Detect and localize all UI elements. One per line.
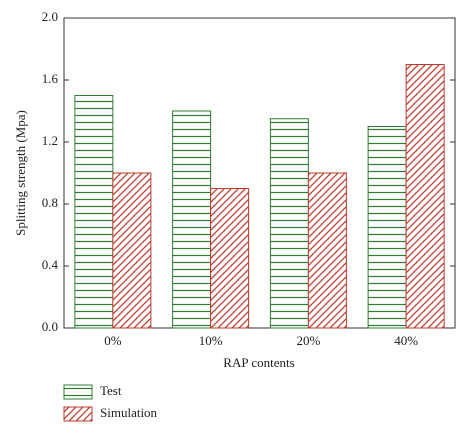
legend-label: Test [100,383,122,398]
legend-swatch [63,384,93,400]
bar [307,172,347,329]
y-tick-label: 0.0 [42,319,58,334]
y-tick-label: 2.0 [42,9,58,24]
bar [210,188,250,329]
x-tick-label: 40% [394,333,418,348]
bar [172,110,212,329]
y-tick-label: 1.2 [42,133,58,148]
y-tick-label: 0.4 [42,257,59,272]
bar [112,172,152,329]
legend-swatch [63,406,93,422]
y-tick-label: 0.8 [42,195,58,210]
legend-label: Simulation [100,405,158,420]
bar [367,126,407,329]
x-tick-label: 0% [104,333,122,348]
bar [269,118,309,329]
x-axis-label: RAP contents [223,355,294,370]
bar [74,95,114,329]
x-tick-label: 20% [296,333,320,348]
plot-frame [63,17,456,329]
y-axis-label: Splitting strength (Mpa) [13,110,28,236]
bar [405,64,445,329]
x-tick-label: 10% [199,333,223,348]
y-tick-label: 1.6 [42,71,59,86]
